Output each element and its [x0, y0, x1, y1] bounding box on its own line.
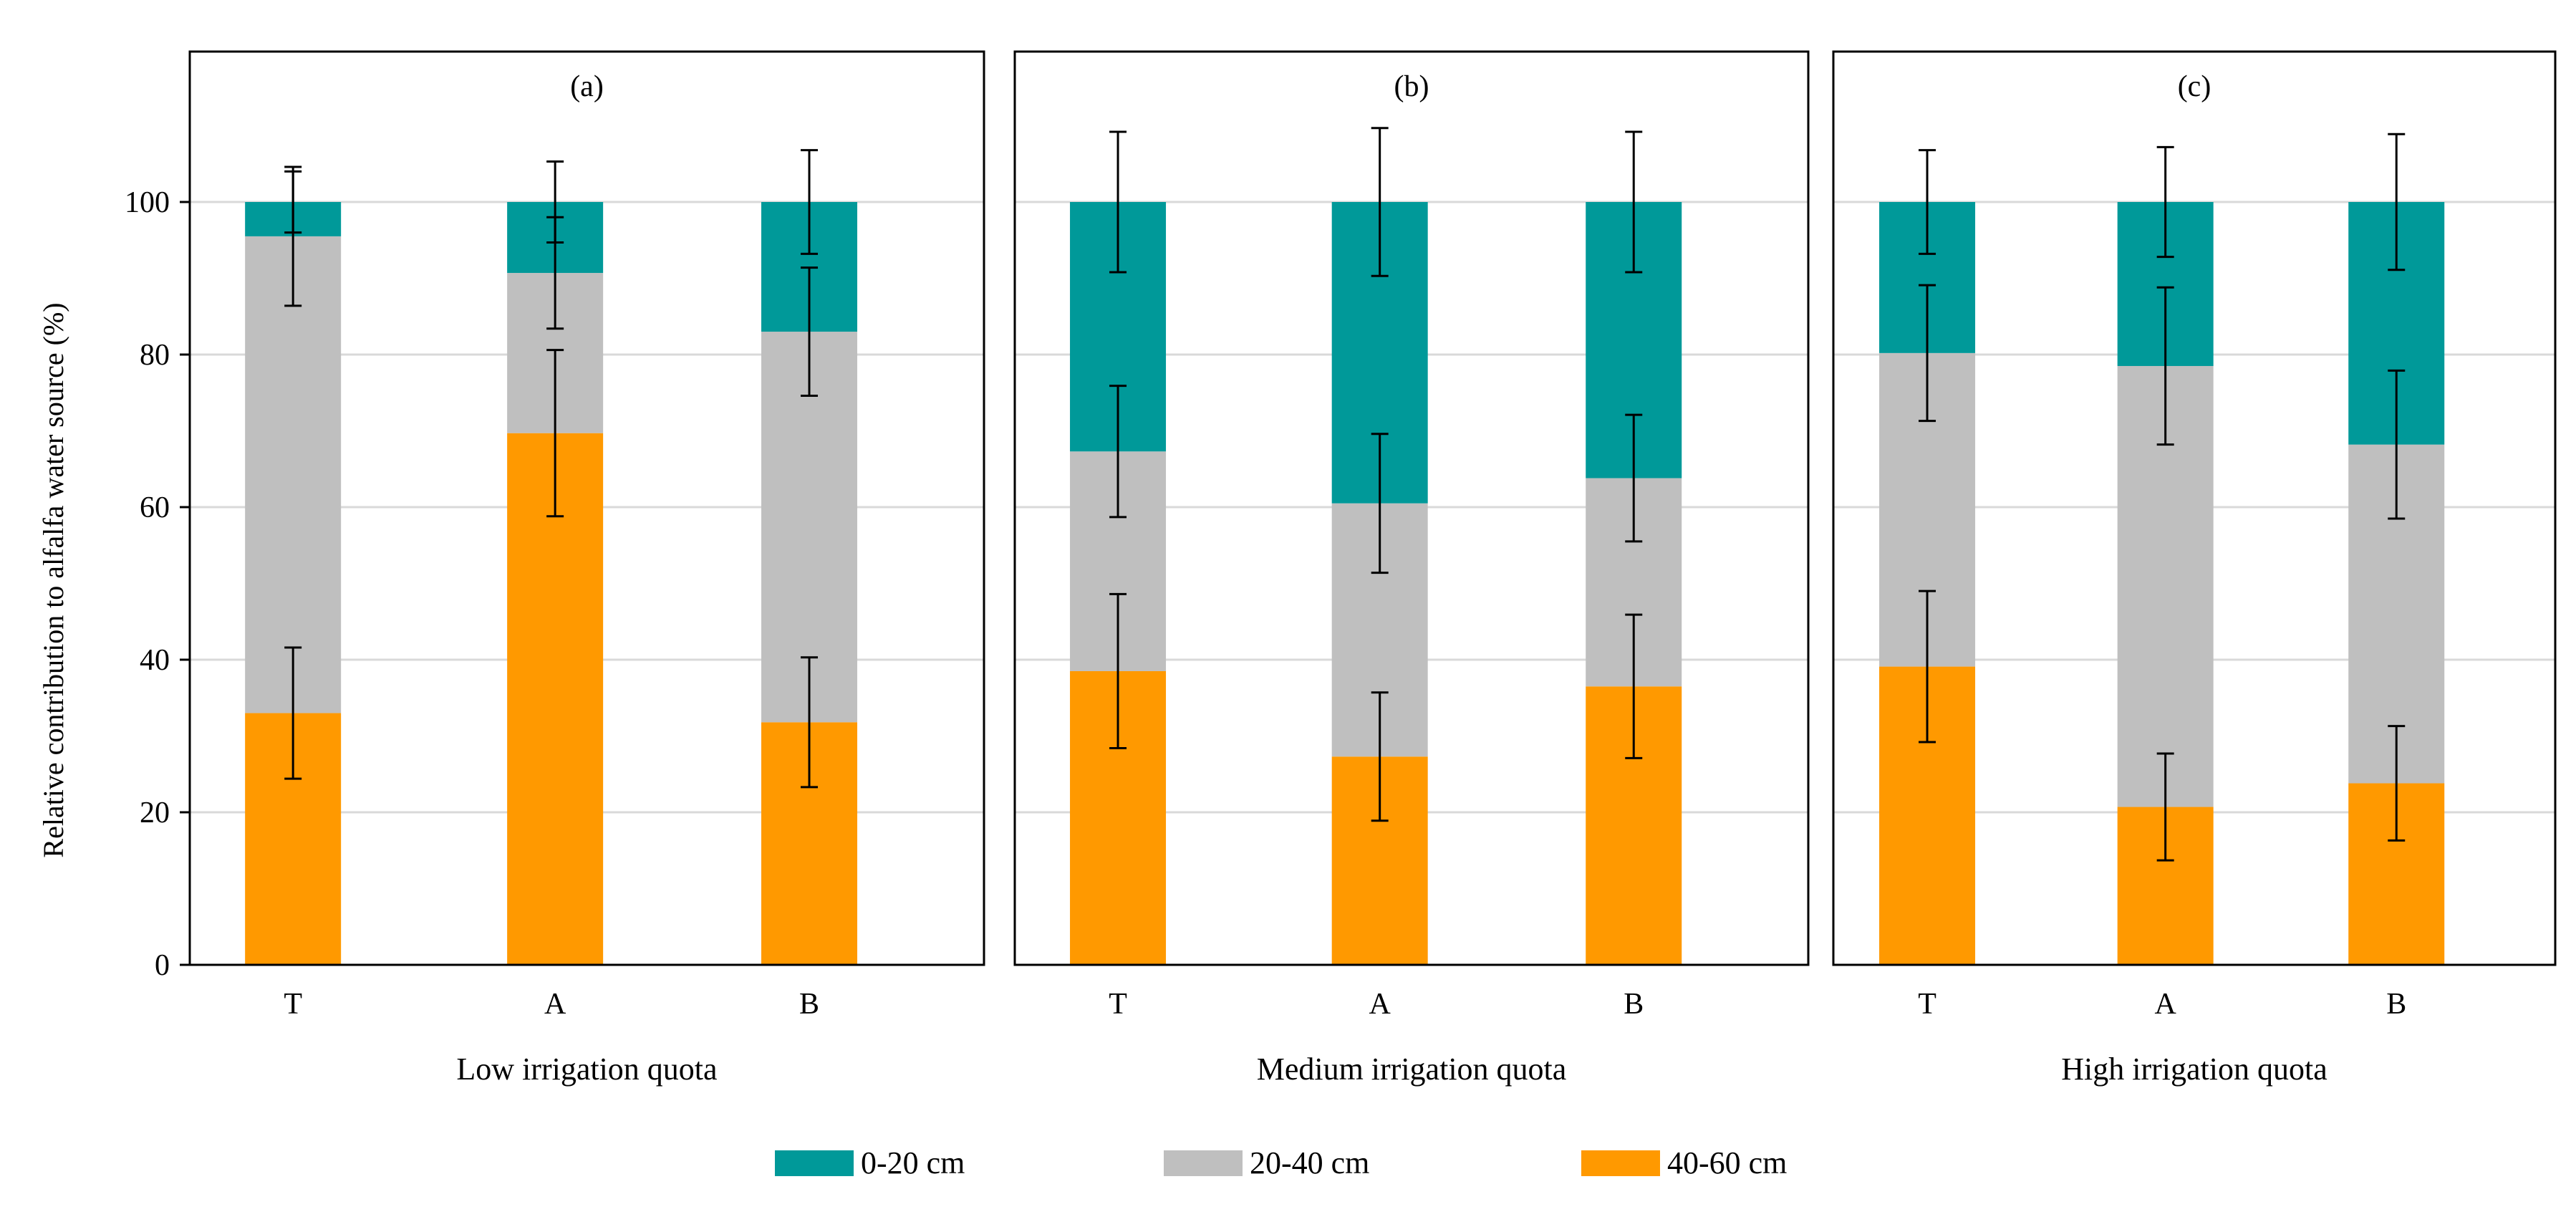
panel-2: T A B (b) Medium irrigation quota: [1013, 50, 1810, 1087]
y-tick-label: 0: [155, 949, 170, 982]
x-tick-label: T: [1918, 988, 1936, 1021]
y-axis-label: Relative contribution to alfalfa water s…: [37, 302, 69, 857]
chart-panels: T A B (a) Low irrigation quota 0 20 40 60 80 100 T A…: [125, 50, 2557, 1087]
panel-3: T A B (c) High irrigation quota: [1832, 50, 2557, 1087]
legend-swatch-2: [1164, 1150, 1243, 1176]
panel-title: (c): [2178, 70, 2211, 103]
legend-swatch-3: [1581, 1150, 1660, 1176]
bar-40-60-cm-a: [507, 433, 604, 965]
x-tick-label: A: [544, 988, 566, 1021]
y-tick-label: 20: [140, 797, 170, 829]
x-axis-label: High irrigation quota: [2061, 1052, 2327, 1087]
x-axis-label: Low irrigation quota: [456, 1052, 717, 1087]
y-tick-label: 80: [140, 339, 170, 372]
x-tick-label: A: [1369, 988, 1391, 1021]
plot-frame: [1013, 50, 1810, 966]
x-tick-label: B: [1624, 988, 1644, 1021]
plot-frame: [1832, 50, 2557, 966]
x-tick-label: A: [2155, 988, 2177, 1021]
x-tick-label: B: [2386, 988, 2406, 1021]
y-tick-label: 60: [140, 491, 170, 524]
x-axis-label: Medium irrigation quota: [1257, 1052, 1567, 1087]
x-tick-label: B: [799, 988, 819, 1021]
x-tick-label: T: [1109, 988, 1127, 1021]
legend-label-1: 0-20 cm: [861, 1145, 965, 1180]
legend-label-2: 20-40 cm: [1250, 1145, 1369, 1180]
bar-20-40-cm-t: [245, 236, 342, 713]
y-tick-label: 40: [140, 644, 170, 677]
panel-1: T A B (a) Low irrigation quota 0 20 40 60 80 100: [125, 50, 985, 1087]
legend-label-3: 40-60 cm: [1667, 1145, 1787, 1180]
legend: 0-20 cm 20-40 cm 40-60 cm: [775, 1145, 1787, 1180]
panel-title: (b): [1394, 70, 1429, 103]
legend-swatch-1: [775, 1150, 854, 1176]
x-tick-label: T: [284, 988, 302, 1021]
panel-title: (a): [570, 70, 604, 103]
y-tick-label: 100: [125, 186, 170, 219]
